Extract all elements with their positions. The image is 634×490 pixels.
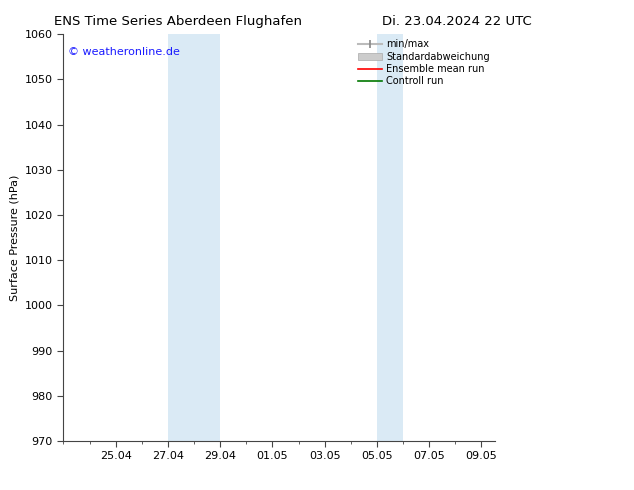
Legend: min/max, Standardabweichung, Ensemble mean run, Controll run: min/max, Standardabweichung, Ensemble me… [358, 39, 489, 86]
Text: Di. 23.04.2024 22 UTC: Di. 23.04.2024 22 UTC [382, 15, 531, 28]
Text: ENS Time Series Aberdeen Flughafen: ENS Time Series Aberdeen Flughafen [53, 15, 302, 28]
Bar [377, 34, 403, 441]
Text: © weatheronline.de: © weatheronline.de [68, 47, 179, 56]
Bar [168, 34, 220, 441]
Y-axis label: Surface Pressure (hPa): Surface Pressure (hPa) [10, 174, 19, 301]
